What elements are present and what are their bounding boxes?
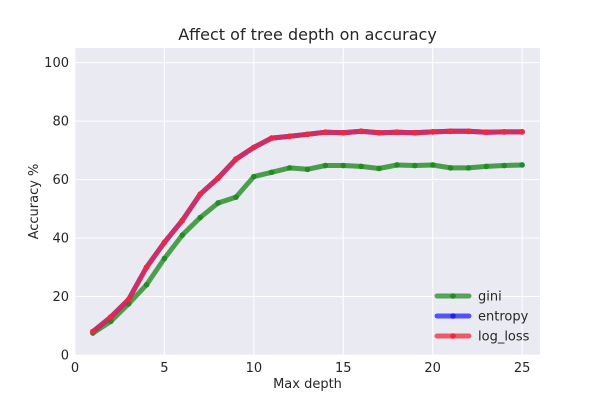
gini-point	[179, 232, 186, 238]
gini-point	[519, 162, 525, 168]
x-tick-label: 25	[514, 361, 531, 376]
log-loss-point	[215, 175, 221, 181]
x-tick-label: 10	[246, 361, 263, 376]
log-loss-point	[394, 129, 400, 136]
gini-point	[412, 162, 418, 169]
log-loss-point	[322, 129, 329, 136]
log-loss-point	[501, 129, 508, 135]
log-loss-point	[268, 135, 275, 141]
y-axis-label: Accuracy %	[27, 164, 42, 240]
gini-point	[358, 163, 364, 170]
legend-label-gini: gini	[478, 290, 502, 305]
gini-point	[501, 162, 508, 169]
plot-area	[75, 48, 540, 355]
x-tick-label: 20	[424, 361, 441, 376]
legend-label-entropy: entropy	[478, 310, 529, 325]
legend-marker-entropy	[450, 313, 456, 319]
log-loss-point	[107, 314, 114, 320]
y-tick-label: 20	[52, 290, 69, 305]
gini-point	[268, 169, 275, 176]
log-loss-point	[143, 264, 150, 271]
log-loss-point	[447, 128, 454, 135]
log-loss-point	[233, 156, 239, 162]
y-tick-label: 0	[61, 349, 69, 364]
x-axis-label: Max depth	[273, 377, 342, 392]
log-loss-point	[483, 129, 490, 136]
gini-point	[304, 166, 311, 173]
gini-point	[251, 173, 257, 180]
log-loss-point	[429, 129, 436, 135]
log-loss-point	[376, 129, 382, 136]
log-loss-point	[161, 239, 168, 246]
x-tick-label: 5	[160, 361, 168, 376]
gini-point	[215, 200, 221, 206]
legend-marker-gini	[450, 293, 456, 299]
log-loss-point	[251, 144, 257, 151]
log-loss-point	[412, 129, 418, 136]
log-loss-point	[286, 133, 293, 140]
log-loss-point	[125, 296, 132, 303]
gini-point	[197, 214, 203, 221]
log-loss-point	[179, 217, 186, 224]
gini-point	[483, 163, 490, 170]
log-loss-point	[90, 328, 96, 335]
x-tick-label: 0	[71, 361, 79, 376]
log-loss-point	[340, 129, 347, 136]
gini-point	[394, 162, 400, 168]
gini-point	[340, 162, 347, 169]
tick-labels: 0 5 10 15 20 25 0 20 40 60 80 100	[44, 56, 530, 376]
gini-point	[376, 165, 382, 172]
y-tick-label: 100	[44, 56, 69, 71]
legend: gini entropy log_loss	[434, 290, 530, 345]
series-layer	[90, 128, 525, 336]
gini-point	[465, 165, 472, 171]
y-tick-label: 60	[52, 173, 69, 188]
gini-point	[429, 162, 436, 168]
log-loss-point	[465, 128, 472, 135]
legend-marker-log-loss	[450, 333, 456, 339]
x-tick-label: 15	[335, 361, 352, 376]
gini-point	[161, 255, 168, 262]
chart-title: Affect of tree depth on accuracy	[178, 25, 437, 44]
gini-point	[286, 165, 293, 171]
log-loss-point	[519, 129, 525, 135]
log-loss-point	[197, 191, 203, 197]
y-tick-label: 80	[52, 115, 69, 130]
log-loss-point	[304, 131, 311, 138]
gini-point	[447, 165, 454, 171]
legend-label-log-loss: log_loss	[478, 330, 530, 345]
grid	[74, 48, 540, 356]
gini-point	[143, 282, 150, 288]
gini-point	[233, 194, 239, 200]
log-loss-point	[358, 128, 364, 135]
y-tick-label: 40	[52, 232, 69, 247]
gini-point	[322, 162, 329, 169]
